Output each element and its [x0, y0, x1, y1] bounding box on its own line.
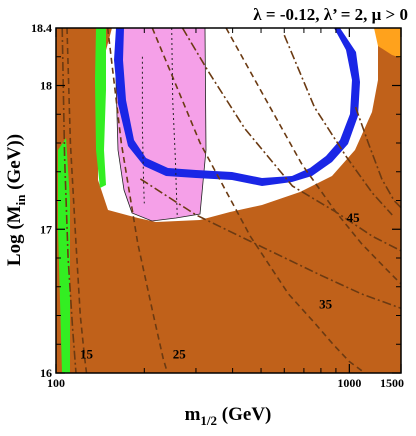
x-axis-title: m1/2 (GeV): [185, 404, 272, 428]
plot-regions: [56, 28, 401, 373]
plot-title: λ = -0.12, λ’ = 2, μ > 0: [253, 5, 408, 24]
lsp-region: [374, 28, 401, 58]
axes: 100 1000 1500 16 17 18 18.4: [31, 21, 404, 390]
green-band: [95, 28, 106, 188]
contour-dotdash-2: [139, 178, 401, 310]
contour-dotdash-3: [181, 28, 401, 252]
contour-dotdash-1: [61, 28, 77, 373]
contour-dotdash-5: [283, 34, 393, 216]
y-tick-label: 18: [40, 79, 52, 93]
contour-label-35: 35: [319, 296, 333, 311]
x-tick-label: 1000: [337, 376, 361, 390]
contour-label-45: 45: [347, 210, 361, 225]
y-tick-label: 17: [40, 222, 52, 236]
y-tick-label: 18.4: [31, 21, 52, 35]
contour-25: [106, 28, 169, 373]
dotted-1: [141, 56, 145, 204]
contour-lines: [61, 28, 401, 373]
y-tick-label: 16: [40, 366, 52, 380]
contour-35: [151, 28, 366, 373]
contour-label-25: 25: [173, 347, 187, 362]
contour-dotdash-4: [354, 106, 401, 209]
x-tick-label: 1500: [380, 376, 404, 390]
x-tick-label: 100: [47, 376, 65, 390]
y-axis-title: Log (Min (GeV)): [4, 134, 28, 266]
contour-15: [66, 28, 88, 373]
contour-label-15: 15: [80, 347, 94, 362]
green-strip-left: [58, 138, 70, 373]
contour-labels: 15 25 35 45: [80, 210, 360, 362]
